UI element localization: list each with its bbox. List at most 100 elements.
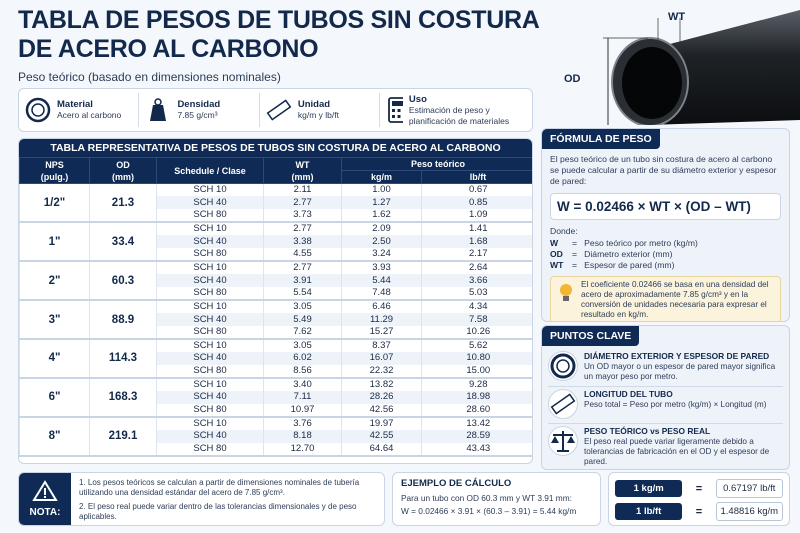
header-cell: lb/ft [421,170,532,184]
table-cell: 2.11 [263,183,342,197]
table-cell: 5.03 [421,287,532,302]
table-row: 3" 88.9 SCH 10 3.05 6.46 4.34 [19,300,532,340]
od-cell: 33.4 [89,222,157,263]
key-point-text: Peso total = Peso por metro (kg/m) × Lon… [584,400,767,409]
table-cell: 13.42 [421,416,532,430]
table-cell: 22.32 [341,364,422,379]
subtitle: Peso teórico (basado en dimensiones nomi… [18,70,281,84]
header-text: (mm) [291,171,314,182]
table-cell: 6.02 [263,351,342,365]
formula-equation: W = 0.02466 × WT × (OD – WT) [550,193,781,220]
table-cell: 42.55 [341,429,422,443]
table-cell: SCH 40 [156,196,264,210]
definition: WT = Espesor de pared (mm) [550,260,781,271]
table-cell: 28.59 [421,429,532,443]
table-cell: 1.62 [341,209,422,224]
info-item: Uso Estimación de peso y planificación de… [380,93,532,127]
table-cell: 1.09 [421,209,532,224]
table-cell: 1.00 [341,183,422,197]
icon [550,353,576,379]
conv-to: 1.48816 kg/m [715,502,783,521]
key-point-icon [548,351,578,381]
table-cell: 1.68 [421,235,532,249]
example-panel: EJEMPLO DE CÁLCULO Para un tubo con OD 6… [392,472,601,526]
table-cell: 5.54 [263,287,342,302]
table-cell: SCH 40 [156,235,264,249]
table-cell: 0.85 [421,196,532,210]
warning-icon [32,480,58,501]
od-label: OD [564,73,581,85]
definition: W = Peso teórico por metro (kg/m) [550,238,781,249]
od-cell: 21.3 [89,183,157,224]
definition-symbol: OD [550,249,563,259]
formula-note: El coeficiente 0.02466 se basa en una de… [581,280,769,319]
table-row: SCH 80 10.97 42.56 28.60 [20,403,532,418]
info-label: Material [57,99,93,110]
table-cell: 4.34 [421,300,532,314]
definition-symbol: W [550,238,559,248]
table-row: SCH 40 8.18 42.55 28.59 [20,429,532,443]
od-cell: 219.1 [89,416,157,457]
table-cell: 11.29 [341,313,422,326]
table-cell: SCH 80 [156,209,264,224]
info-bar: Material Acero al carbono Densidad 7.85 g/… [18,88,533,132]
nps-cell: 4" [19,338,90,379]
note-item: 1. Los pesos teóricos se calculan a part… [79,478,360,497]
table-cell: SCH 80 [156,442,264,457]
table-cell: 2.17 [421,248,532,263]
table-cell: 10.97 [263,403,342,418]
table-cell: 64.64 [341,442,422,457]
key-point: LONGITUD DEL TUBO Peso total = Peso por m… [548,386,783,423]
table-cell: SCH 10 [156,261,264,275]
table-row: 1" 33.4 SCH 10 2.77 2.09 1.41 [19,222,532,263]
bulb-icon [560,284,572,301]
pipe-image: WT OD [564,10,800,125]
conversions-panel: 1 kg/m = 0.67197 lb/ft 1 lb/ft = 1.48816 kg/… [608,472,790,526]
table-cell: 3.93 [341,261,422,275]
panel-title: FÓRMULA DE PESO [542,129,660,149]
table-cell: 3.05 [263,338,342,352]
table-row: 1/2" 21.3 SCH 10 2.11 1.00 0.67 [19,183,532,224]
table-cell: 3.40 [263,377,342,391]
info-item: Densidad 7.85 g/cm³ [139,93,260,127]
conv-from: 1 lb/ft [615,503,683,520]
weight-table: NPS (pulg.) OD (mm) Schedule / Clase WT (mm… [19,157,532,457]
title: TABLA DE PESOS DE TUBOS SIN COSTURA [18,6,540,34]
icon [388,97,403,123]
icon [150,98,167,121]
info-label: Densidad [177,99,221,110]
table-cell: 28.60 [421,403,532,418]
table-cell: 5.62 [421,338,532,352]
table-row: 4" 114.3 SCH 10 3.05 8.37 5.62 [19,338,532,379]
od-cell: 60.3 [89,261,157,302]
header: TABLA DE PESOS DE TUBOS SIN COSTURA DE A… [18,6,540,84]
table-row: SCH 40 3.38 2.50 1.68 [20,235,532,249]
icon [550,393,576,415]
conv-from: 1 kg/m [615,480,683,497]
header-cell: NPS (pulg.) [19,157,90,184]
table-cell: 3.05 [263,300,342,314]
table-cell: 0.67 [421,183,532,197]
key-point-body: PESO TEÓRICO vs PESO REAL El peso real pu… [584,426,783,467]
table-cell: 16.07 [341,351,422,365]
formula-intro: El peso teórico de un tubo sin costura d… [550,154,777,186]
table-cell: 5.44 [341,274,422,288]
key-point-text: El peso real puede variar ligeramente de… [584,437,770,466]
table-cell: SCH 80 [156,287,264,302]
table-cell: 2.77 [263,196,342,210]
info-item: Unidad kg/m y lb/ft [260,93,381,127]
key-point-title: PESO TEÓRICO vs PESO REAL [584,426,711,436]
table-cell: SCH 10 [156,338,264,352]
table-row: SCH 80 3.73 1.62 1.09 [20,209,532,224]
table-row: SCH 80 4.55 3.24 2.17 [20,248,532,263]
definition: OD = Diámetro exterior (mm) [550,249,781,260]
nps-cell: 8" [19,416,90,457]
table-cell: 2.77 [263,261,342,275]
table-cell: 8.37 [341,338,422,352]
key-point: DIÁMETRO EXTERIOR Y ESPESOR DE PARED Un O… [548,349,783,386]
nps-cell: 3" [19,300,90,340]
table-row: 2" 60.3 SCH 10 2.77 3.93 2.64 [19,261,532,302]
conversion: 1 lb/ft = 1.48816 kg/m [615,502,783,521]
table-cell: 18.98 [421,390,532,404]
table-row: SCH 40 6.02 16.07 10.80 [20,351,532,365]
